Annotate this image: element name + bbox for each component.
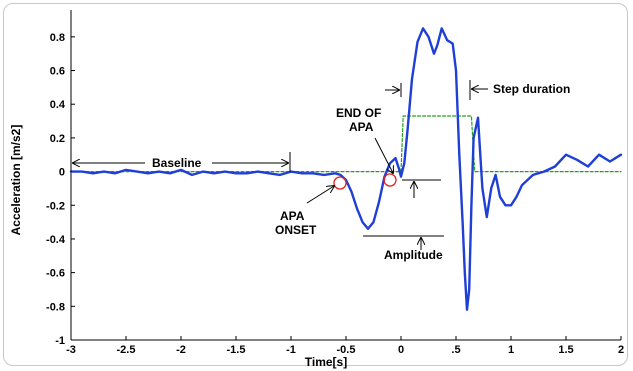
y-tick-label: 0.4	[50, 99, 66, 111]
y-tick-label: -1	[55, 335, 65, 347]
x-tick-label: -2.5	[117, 344, 136, 356]
y-tick-label: -0.8	[46, 301, 65, 313]
x-tick-label: -3	[66, 344, 76, 356]
x-tick-label: -1.5	[227, 344, 246, 356]
step-duration-label: Step duration	[493, 82, 570, 96]
y-tick-label: 0.6	[50, 66, 65, 78]
x-tick-label: -0.5	[337, 344, 356, 356]
series-group	[69, 27, 623, 311]
acceleration-line	[69, 27, 623, 311]
x-tick-label: 1	[508, 344, 514, 356]
y-axis-label: Acceleration [m/s2]	[9, 125, 23, 236]
x-tick-label: -1	[286, 344, 296, 356]
axes	[70, 10, 621, 341]
end-of-apa-pointer	[374, 137, 393, 173]
y-tick-label: 0	[59, 167, 65, 179]
x-tick-label: -2	[176, 344, 186, 356]
y-tick-label: 0.8	[50, 32, 65, 44]
x-tick-label: 0	[398, 344, 404, 356]
end-of-apa-label-line2: APA	[349, 120, 374, 134]
end-of-apa-marker	[383, 173, 397, 187]
x-axis-label: Time[s]	[305, 355, 347, 369]
baseline-label: Baseline	[152, 156, 202, 170]
y-tick-label: -0.2	[46, 200, 65, 212]
annotations: Baseline APA ONSET END OF APA Amplitude …	[70, 80, 570, 262]
y-tick-label: 0.2	[50, 133, 65, 145]
apa-onset-pointer	[306, 186, 334, 204]
y-tick-label: -0.6	[46, 268, 65, 280]
end-of-apa-label-line1: END OF	[336, 106, 381, 120]
apa-onset-label-line2: ONSET	[275, 223, 317, 237]
x-tick-label: 2	[618, 344, 624, 356]
y-tick-label: -0.4	[46, 234, 66, 246]
step-indicator-line	[70, 115, 622, 173]
apa-onset-label-line1: APA	[280, 209, 305, 223]
amplitude-label: Amplitude	[384, 248, 443, 262]
x-tick-label: .5	[451, 344, 460, 356]
x-tick-label: 1.5	[558, 344, 573, 356]
apa-onset-marker	[333, 176, 347, 190]
tick-labels: -3 -2.5 -2 -1.5 -1 -0.5 0 .5 1 1.5 2 -1 -0.8 -0.6 -0.4…	[9, 32, 624, 369]
